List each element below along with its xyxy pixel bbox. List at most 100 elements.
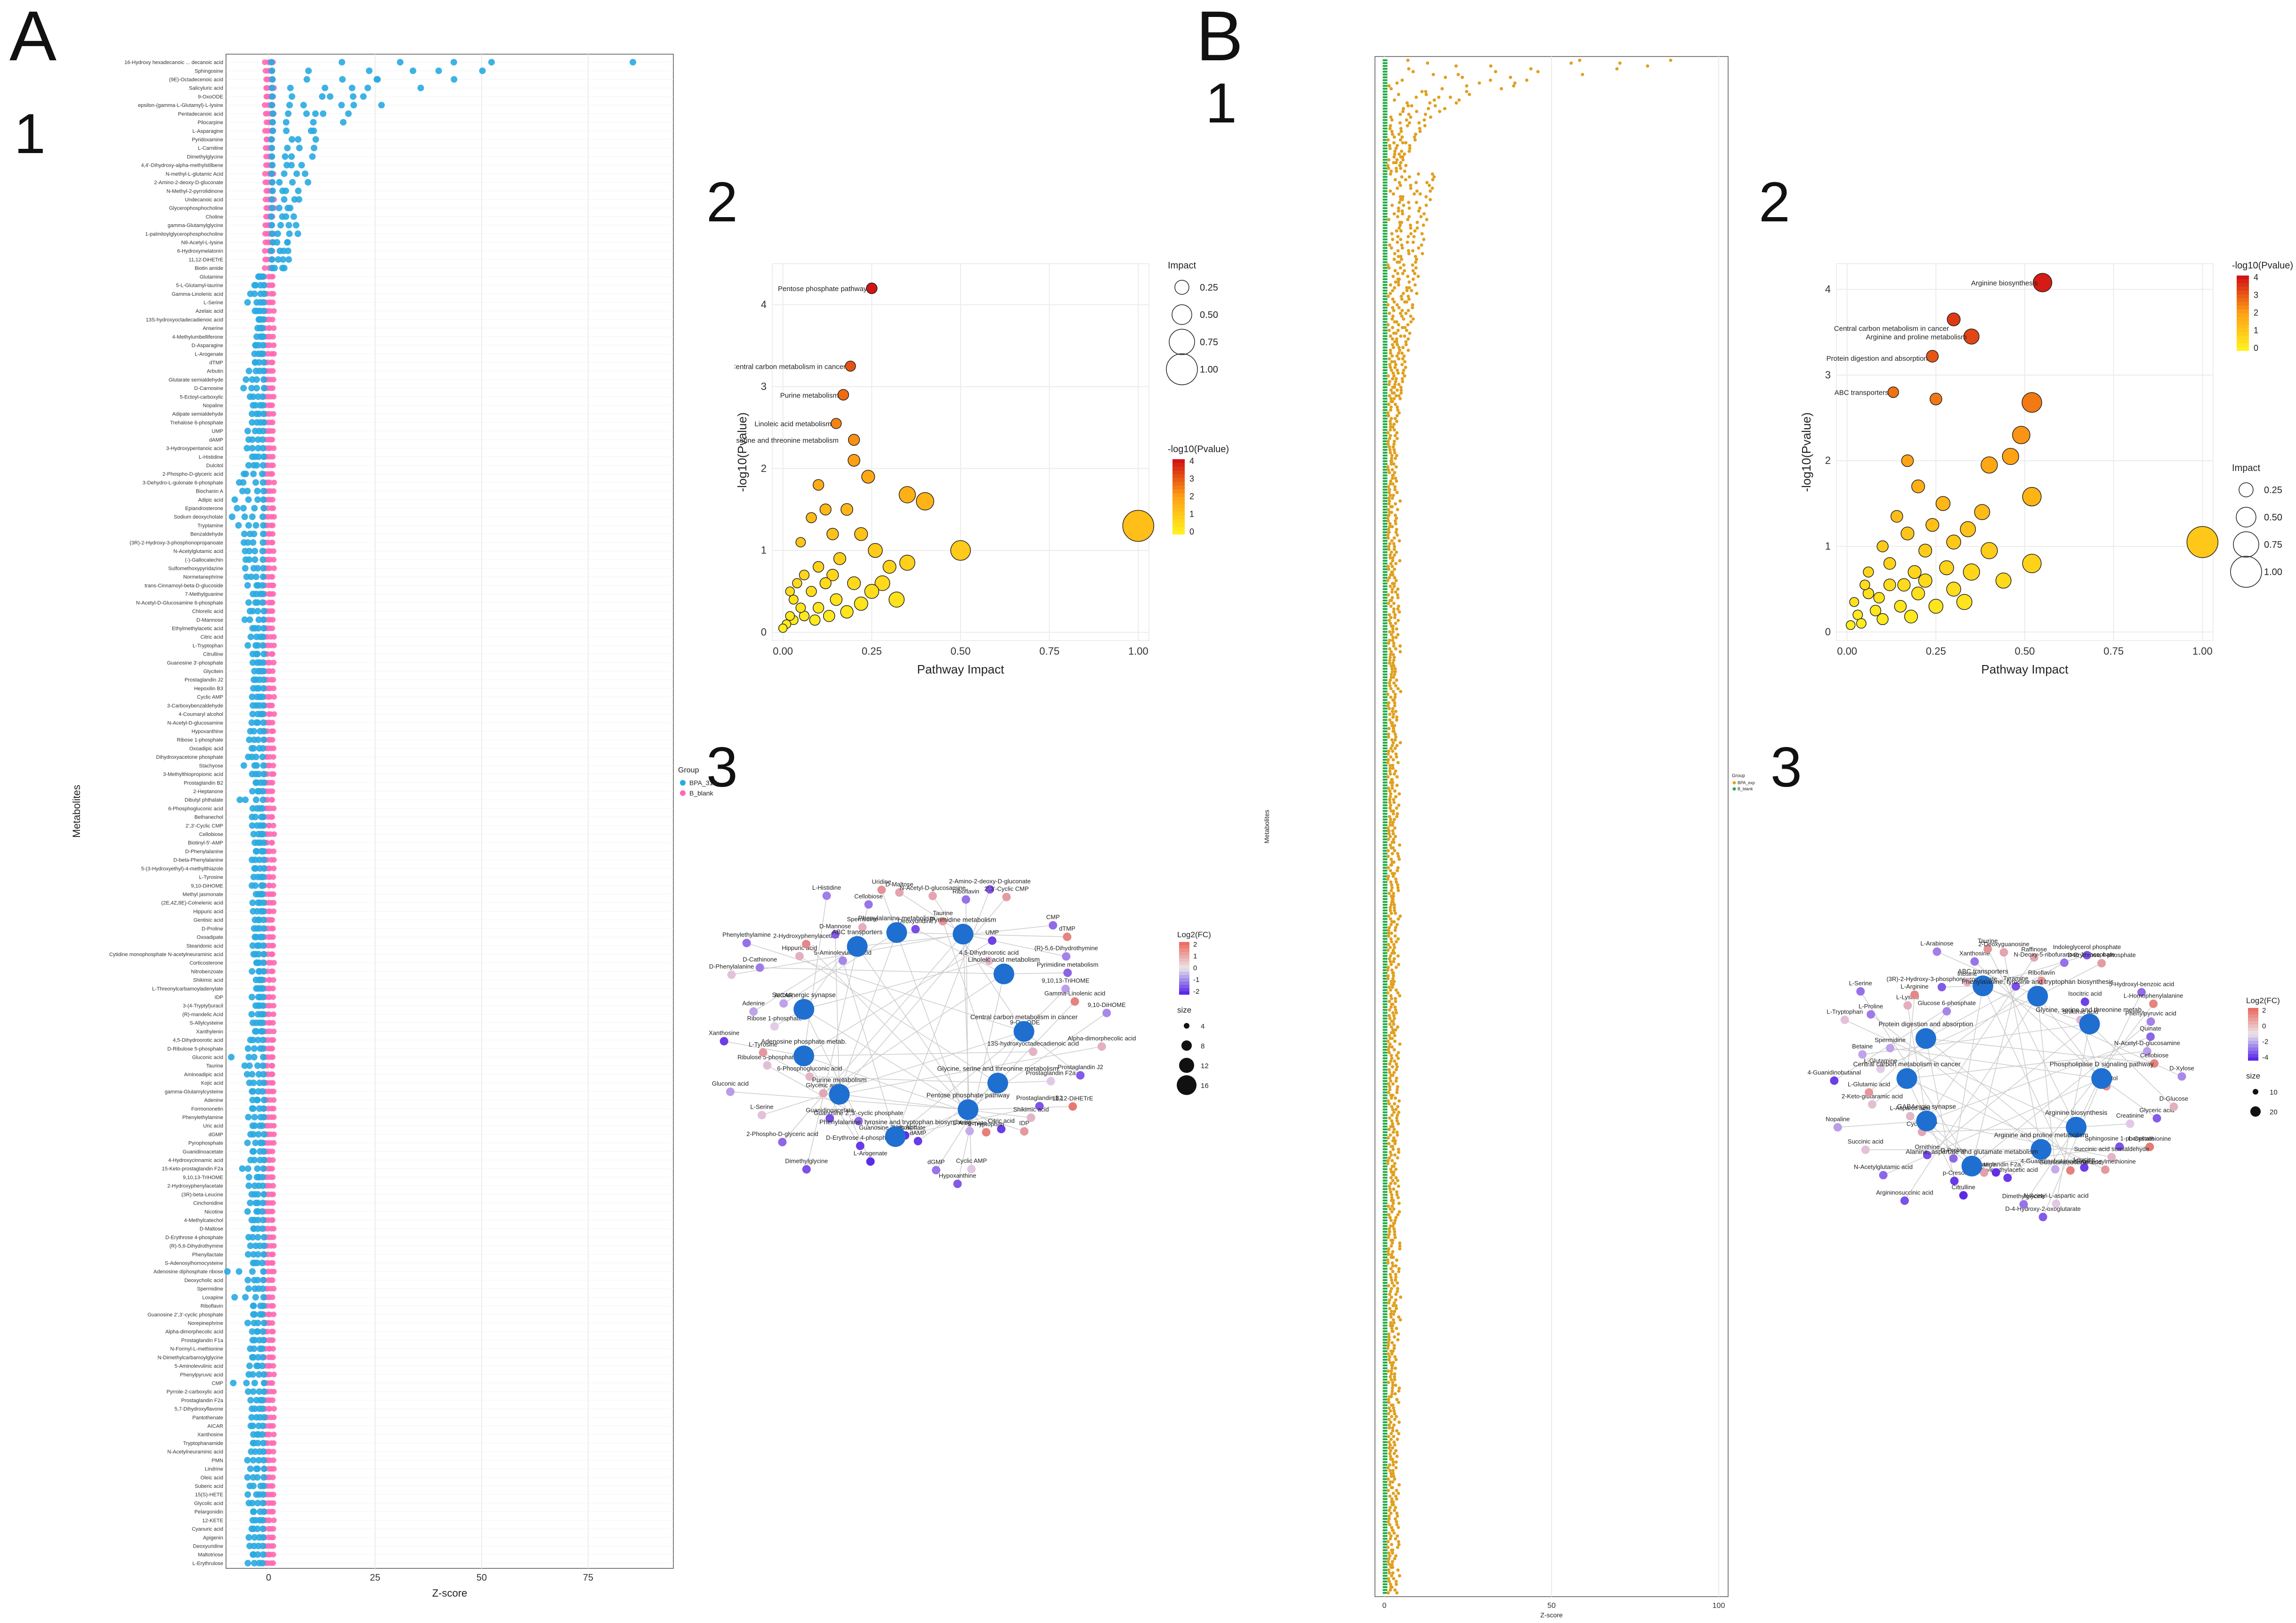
pathway-point — [795, 602, 806, 613]
exp-point — [1390, 1119, 1394, 1123]
legend-color-bar — [2237, 287, 2249, 291]
blank-point — [271, 1123, 277, 1129]
exp-point — [1395, 775, 1399, 779]
bpa-point — [249, 899, 256, 906]
bpa-point — [257, 1311, 264, 1318]
exp-point — [1409, 115, 1413, 119]
exp-point — [1389, 1537, 1392, 1541]
legend-fc-title: Log2(FC) — [1177, 930, 1211, 939]
blank-point — [1382, 753, 1388, 755]
bpa-point — [309, 153, 316, 160]
metabolite-label: CMP — [212, 1380, 223, 1386]
bpa-point — [260, 1251, 267, 1258]
blank-point — [1382, 1367, 1388, 1370]
metabolite-label: Adipic acid — [198, 497, 223, 503]
pathway-point — [950, 540, 971, 561]
metabolite-label: Stachyose — [199, 763, 223, 769]
exp-point — [1391, 897, 1395, 901]
exp-point — [1387, 1051, 1391, 1055]
metabolite-label: 3-(4-Tryptyl)uracil — [183, 1003, 223, 1009]
legend-fc-bar — [2248, 1057, 2258, 1061]
pathway-point — [1859, 579, 1870, 591]
blank-point — [1382, 1589, 1388, 1591]
blank-point — [269, 402, 275, 408]
metabolite-node — [928, 892, 937, 901]
exp-point — [1392, 698, 1396, 702]
exp-point — [1388, 1008, 1391, 1012]
exp-point — [1423, 118, 1426, 122]
exp-point — [1388, 1187, 1392, 1191]
metabolite-node — [2080, 1163, 2089, 1172]
blank-point — [1382, 562, 1388, 565]
exp-point — [1386, 849, 1390, 852]
exp-point — [1390, 1105, 1394, 1109]
exp-point — [1391, 1363, 1394, 1367]
legend-size-entry: 20 — [2270, 1108, 2278, 1116]
exp-point — [1399, 161, 1403, 164]
exp-point — [1429, 115, 1432, 119]
exp-point — [1425, 181, 1429, 185]
metabolite-label: (R)-5,6-Dihydrothymine — [170, 1243, 223, 1249]
exp-point — [1393, 732, 1397, 736]
exp-point — [1395, 420, 1399, 423]
exp-point — [1390, 317, 1394, 321]
bpa-point — [247, 1157, 254, 1164]
exp-point — [1386, 1048, 1390, 1052]
bpa-point — [255, 273, 262, 280]
exp-point — [1392, 1022, 1396, 1026]
blank-point — [1382, 690, 1388, 693]
exp-point — [1397, 206, 1400, 210]
exp-point — [1399, 499, 1402, 503]
exp-point — [1391, 525, 1394, 528]
blank-point — [1382, 73, 1388, 76]
blank-point — [269, 625, 275, 631]
exp-point — [1390, 968, 1394, 972]
exp-point — [1411, 277, 1415, 281]
bpa-point — [260, 616, 267, 623]
exp-point — [1395, 1511, 1399, 1515]
metabolite-node-label: Tyramine — [2003, 974, 2028, 982]
blank-point — [1382, 1472, 1388, 1475]
exp-point — [1393, 692, 1397, 696]
exp-point — [1387, 735, 1391, 739]
blank-point — [269, 840, 275, 846]
blank-point — [1382, 1478, 1388, 1480]
bpa-point — [248, 745, 255, 752]
metabolite-node-label: AICAR — [774, 992, 793, 999]
blank-point — [1382, 198, 1388, 201]
blank-point — [1382, 1143, 1388, 1145]
exp-point — [1390, 1045, 1394, 1049]
metabolite-label: Prostaglandin F2a — [181, 1398, 224, 1404]
blank-point — [1382, 286, 1388, 289]
blank-point — [1382, 1003, 1388, 1006]
blank-point — [1382, 628, 1388, 630]
blank-point — [1382, 1029, 1388, 1031]
blank-point — [1382, 1316, 1388, 1318]
bpa-point — [250, 462, 257, 469]
exp-point — [1395, 81, 1399, 85]
network-edge — [2076, 992, 2142, 1128]
bpa-point — [249, 1019, 256, 1026]
blank-point — [1382, 1347, 1388, 1349]
blank-point — [271, 325, 277, 331]
bpa-point — [250, 831, 257, 838]
exp-point — [1389, 1511, 1393, 1515]
exp-point — [1390, 1113, 1394, 1117]
exp-point — [1394, 280, 1398, 284]
exp-point — [1386, 977, 1390, 981]
bpa-point — [246, 1079, 253, 1087]
exp-point — [1392, 374, 1396, 378]
exp-point — [1391, 1139, 1395, 1143]
network-edge — [763, 1052, 840, 1095]
legend-size-swatch — [1184, 1023, 1189, 1029]
exp-point — [1392, 98, 1396, 102]
metabolite-node-label: 2-Deoxyguanosine — [1978, 941, 2029, 948]
exp-point — [1424, 195, 1428, 199]
exp-point — [1397, 1122, 1400, 1126]
blank-point — [1382, 781, 1388, 784]
bpa-point — [268, 213, 275, 220]
bpa-point — [255, 1422, 262, 1429]
blank-point — [1382, 1131, 1388, 1133]
blank-point — [1382, 1080, 1388, 1082]
